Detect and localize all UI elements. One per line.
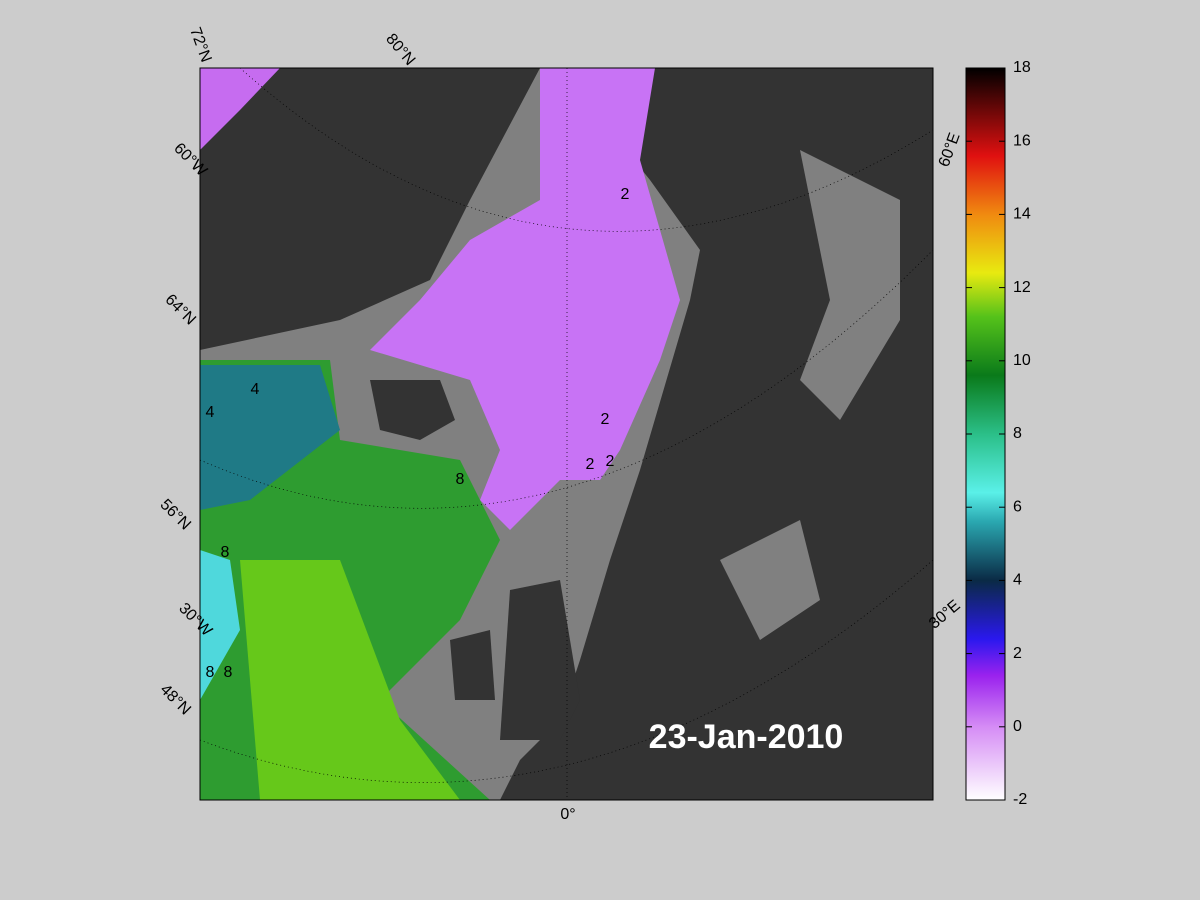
colorbar-tick-label: 16 — [1013, 132, 1031, 149]
colorbar-tick-label: 0 — [1013, 718, 1022, 735]
sst-cool — [200, 365, 340, 510]
greenland — [200, 68, 540, 350]
date-label: 23-Jan-2010 — [649, 718, 844, 756]
graticule — [200, 68, 933, 800]
colorbar — [965, 67, 1006, 801]
contour-label: 2 — [606, 453, 615, 470]
contour-label: 8 — [206, 664, 215, 681]
grid-label: 80°N — [382, 31, 418, 69]
sst-cold — [370, 68, 680, 530]
contour-label: 8 — [224, 664, 233, 681]
contour-label: 2 — [586, 456, 595, 473]
contour-label: 8 — [456, 471, 465, 488]
colorbar-tick-label: 2 — [1013, 645, 1022, 662]
contour-label: 2 — [601, 411, 610, 428]
grid-label: 72°N — [186, 25, 214, 64]
iceland — [370, 380, 455, 440]
contour-label: 8 — [221, 544, 230, 561]
sst-arctic — [200, 68, 280, 150]
colorbar-tick-label: 14 — [1013, 206, 1031, 223]
colorbar-tick-label: 8 — [1013, 425, 1022, 442]
colorbar-tick-label: 10 — [1013, 352, 1031, 369]
colorbar-tick-label: 4 — [1013, 572, 1022, 589]
sst-warmest — [240, 560, 460, 800]
map — [200, 68, 933, 800]
grid-label: 48°N — [157, 681, 194, 718]
colorbar-tick-label: 12 — [1013, 279, 1031, 296]
sst-cool2 — [200, 550, 240, 700]
grid-label: 60°E — [936, 131, 964, 170]
contour-label: 4 — [206, 404, 215, 421]
baltic — [720, 520, 820, 640]
map-frame — [199, 67, 934, 801]
grid-label: 56°N — [157, 496, 194, 533]
britain — [500, 580, 580, 740]
grid-label: 0° — [560, 806, 575, 823]
colorbar-tick-label: 6 — [1013, 498, 1022, 515]
colorbar-tick-label: -2 — [1013, 791, 1027, 808]
ireland — [450, 630, 495, 700]
grid-label: 64°N — [162, 291, 199, 328]
contour-label: 4 — [251, 381, 260, 398]
sea — [800, 150, 900, 420]
contour-label: 2 — [621, 186, 630, 203]
colorbar-tick-label: 18 — [1013, 59, 1031, 76]
